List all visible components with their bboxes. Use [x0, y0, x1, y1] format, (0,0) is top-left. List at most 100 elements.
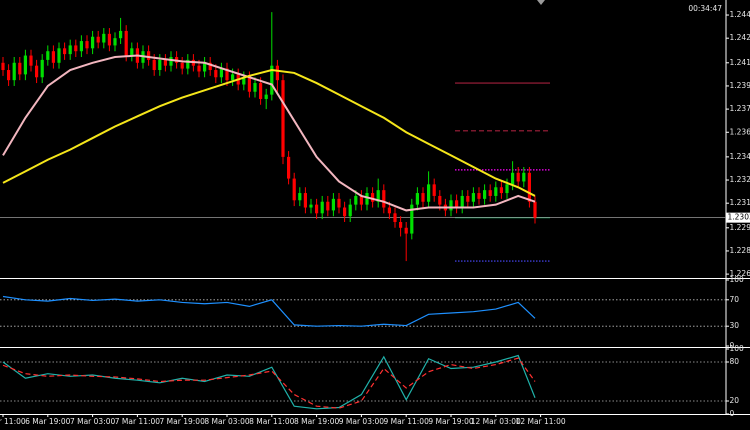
candle-body [253, 83, 257, 92]
candle-body [438, 195, 442, 205]
x-tick-label: 7 Mar 19:00 [160, 417, 206, 426]
y-tick-label: 1.2394 [730, 81, 750, 90]
series-line [2, 357, 536, 409]
candle-body [275, 65, 279, 81]
x-tick-label: 7 Mar 03:00 [70, 417, 116, 426]
candle-body [511, 172, 515, 185]
candle-body [1, 62, 5, 71]
candle-body [415, 193, 419, 205]
candle-body [337, 198, 341, 208]
y-tick-label: 70 [730, 295, 740, 304]
candle-body [421, 193, 425, 202]
y-tick-label: 0 [730, 409, 735, 418]
candle-body [214, 70, 218, 78]
candle-body [527, 172, 531, 202]
candle-body [158, 59, 162, 71]
candle-body [359, 195, 363, 205]
candle-body [516, 172, 520, 182]
candle-body [180, 62, 184, 69]
candle-body [376, 190, 380, 202]
candle-body [270, 65, 274, 95]
y-tick-label: 100 [730, 344, 745, 353]
candle-body [404, 227, 408, 234]
candle-body [331, 198, 335, 211]
candle-body [12, 62, 16, 81]
y-tick-label: 1.2329 [730, 175, 750, 184]
candle-body [264, 94, 268, 99]
y-tick-label: 100 [730, 275, 745, 284]
candle-body [152, 59, 156, 71]
series-line [2, 295, 536, 327]
candle-body [343, 207, 347, 217]
x-tick-label: 7 Mar 11:00 [115, 417, 161, 426]
candle-body [63, 48, 67, 55]
candle-body [309, 204, 313, 208]
x-tick-label: 9 Mar 03:00 [339, 417, 385, 426]
candle-body [96, 36, 100, 43]
candle-body [197, 65, 201, 72]
candle-body [163, 59, 167, 66]
series-line [2, 354, 536, 410]
candle-body [124, 30, 128, 56]
candle-body [107, 33, 111, 46]
candle-body [292, 178, 296, 201]
candle-body [85, 41, 89, 49]
candle-body [449, 200, 453, 211]
candle-body [147, 51, 151, 60]
candle-body [7, 70, 11, 81]
candle-body [505, 184, 509, 194]
candle-body [130, 48, 134, 56]
candle-body [427, 184, 431, 202]
y-tick-label: 0 [730, 341, 735, 350]
y-tick-label: 1.2345 [730, 152, 750, 161]
candle-body [91, 36, 95, 49]
candle-body [393, 213, 397, 222]
candle-body [315, 204, 319, 214]
candle-body [371, 193, 375, 202]
candle-body [287, 156, 291, 179]
candle-body [483, 190, 487, 199]
candle-body [326, 201, 330, 211]
candle-body [522, 172, 526, 182]
candle-body [29, 55, 33, 66]
x-tick-label: 8 Mar 11:00 [249, 417, 295, 426]
x-tick-label: 9 Mar 19:00 [428, 417, 474, 426]
y-tick-label: 1.2378 [730, 104, 750, 113]
candle-body [79, 41, 83, 52]
candle-body [203, 62, 207, 72]
candle-body [68, 45, 72, 55]
y-tick-label: 1.2443 [730, 10, 750, 19]
candle-body [51, 51, 55, 63]
candle-body [113, 38, 117, 46]
candle-body [298, 193, 302, 201]
candle-body [169, 57, 173, 66]
candle-body [18, 62, 22, 75]
candle-body [494, 187, 498, 196]
candle-body [102, 33, 106, 43]
candle-body [247, 77, 251, 92]
candle-body [186, 59, 190, 69]
candle-body [488, 190, 492, 196]
candle-body [225, 68, 229, 81]
y-tick-label: 1.2280 [730, 246, 750, 255]
last-price-box [726, 212, 750, 223]
y-tick-label: 1.2427 [730, 33, 750, 42]
clock: 00:34:47 [688, 4, 722, 13]
candle-body [74, 45, 78, 52]
x-tick-label: 9 Mar 11:00 [384, 417, 430, 426]
candle-body [320, 201, 324, 214]
x-tick-label: 12 Mar 11:00 [516, 417, 566, 426]
x-tick-label: 6 Mar 19:00 [25, 417, 71, 426]
candle-body [455, 200, 459, 208]
x-tick-label: 6 Mar 11:00 [0, 417, 26, 426]
y-tick-label: 1.2362 [730, 127, 750, 136]
candle-body [303, 193, 307, 208]
candle-body [40, 59, 44, 78]
y-tick-label: 1.2313 [730, 198, 750, 207]
candle-body [259, 83, 263, 99]
candle-body [281, 80, 285, 157]
candle-body [348, 204, 352, 217]
candle-body [242, 77, 246, 85]
